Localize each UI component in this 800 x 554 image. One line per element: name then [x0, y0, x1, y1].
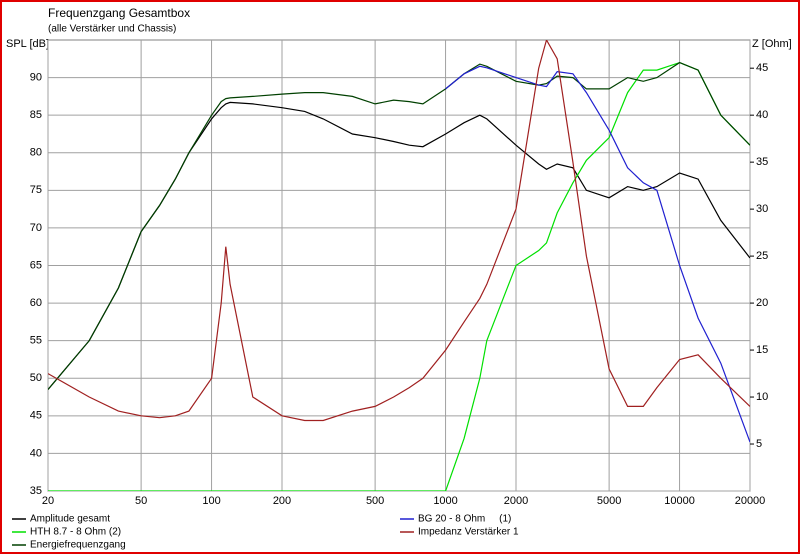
y2-tick-label: 30 — [756, 203, 768, 215]
x-tick-label: 5000 — [597, 495, 621, 507]
y2-tick-label: 15 — [756, 344, 768, 356]
y-tick-label: 50 — [30, 372, 42, 384]
series-line — [48, 61, 750, 390]
y-tick-label: 65 — [30, 259, 42, 271]
legend-label: Amplitude gesamt — [30, 514, 110, 525]
y-tick-label: 35 — [30, 485, 42, 497]
y-tick-label: 80 — [30, 147, 42, 159]
y-tick-label: 45 — [30, 410, 42, 422]
x-tick-label: 50 — [135, 495, 147, 507]
y-tick-label: 75 — [30, 184, 42, 196]
legend-label: BG 20 - 8 Ohm (1) — [418, 514, 511, 525]
x-tick-label: 10000 — [664, 495, 695, 507]
y2-tick-label: 35 — [756, 156, 768, 168]
y2-tick-label: 45 — [756, 62, 768, 74]
y-axis-label: SPL [dB] — [6, 38, 49, 50]
y-tick-label: 70 — [30, 222, 42, 234]
y2-tick-label: 5 — [756, 438, 762, 450]
legend-label: HTH 8.7 - 8 Ohm (2) — [30, 527, 121, 538]
y-tick-label: 40 — [30, 447, 42, 459]
series-line — [445, 65, 750, 443]
x-tick-label: 20 — [42, 495, 54, 507]
y-tick-label: 60 — [30, 297, 42, 309]
chart-subtitle: (alle Verstärker und Chassis) — [48, 24, 176, 35]
chart-title: Frequenzgang Gesamtbox — [48, 6, 190, 20]
legend-label: Energiefrequenzgang — [30, 540, 126, 551]
x-tick-label: 200 — [273, 495, 291, 507]
x-tick-label: 20000 — [735, 495, 766, 507]
y2-tick-label: 25 — [756, 250, 768, 262]
y-tick-label: 55 — [30, 335, 42, 347]
y-tick-label: 90 — [30, 71, 42, 83]
y2-tick-label: 10 — [756, 391, 768, 403]
series-line — [48, 40, 750, 422]
x-tick-label: 2000 — [504, 495, 528, 507]
legend-label: Impedanz Verstärker 1 — [418, 527, 519, 538]
y-tick-label: 85 — [30, 109, 42, 121]
x-tick-label: 1000 — [433, 495, 457, 507]
x-tick-label: 500 — [366, 495, 384, 507]
y2-axis-label: Z [Ohm] — [752, 38, 792, 50]
x-tick-label: 100 — [202, 495, 220, 507]
y2-tick-label: 40 — [756, 109, 768, 121]
y2-tick-label: 20 — [756, 297, 768, 309]
series-line — [48, 61, 750, 491]
